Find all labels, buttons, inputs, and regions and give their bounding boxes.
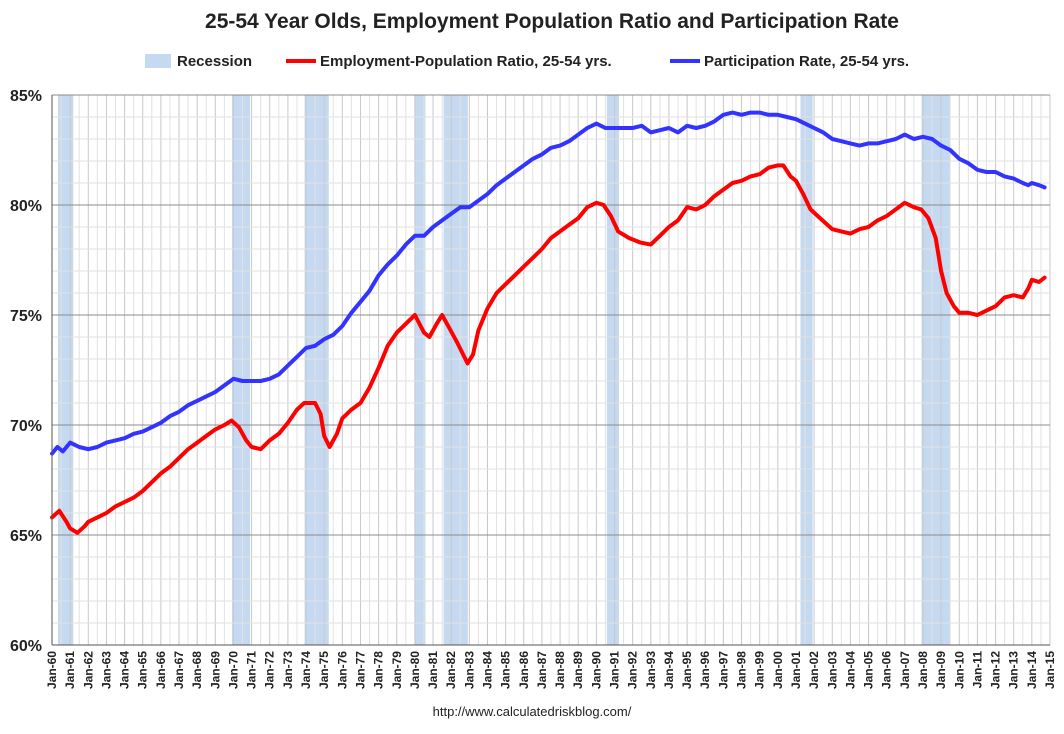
y-tick-label: 80% bbox=[10, 198, 42, 215]
x-tick-label: Jan-10 bbox=[952, 651, 966, 689]
x-tick-label: Jan-83 bbox=[462, 651, 476, 689]
series-lines bbox=[50, 110, 1047, 535]
x-tick-label: Jan-92 bbox=[626, 651, 640, 689]
recession-band bbox=[304, 95, 329, 645]
y-tick-label: 75% bbox=[10, 308, 42, 325]
x-tick-label: Jan-03 bbox=[825, 651, 839, 689]
x-tick-label: Jan-00 bbox=[771, 651, 785, 689]
y-tick-label: 70% bbox=[10, 418, 42, 435]
chart-legend: Recession Employment-Population Ratio, 2… bbox=[0, 50, 1064, 72]
x-tick-label: Jan-63 bbox=[99, 651, 113, 689]
x-tick-label: Jan-95 bbox=[680, 651, 694, 689]
x-tick-label: Jan-75 bbox=[317, 651, 331, 689]
y-tick-label: 85% bbox=[10, 88, 42, 105]
x-tick-label: Jan-80 bbox=[408, 651, 422, 689]
x-tick-label: Jan-96 bbox=[698, 651, 712, 689]
legend-label-recession: Recession bbox=[177, 52, 253, 70]
x-tick-label: Jan-77 bbox=[353, 651, 367, 689]
x-tick-label: Jan-05 bbox=[862, 651, 876, 689]
chart-title: 25-54 Year Olds, Employment Population R… bbox=[205, 10, 899, 33]
x-tick-label: Jan-81 bbox=[426, 651, 440, 689]
x-tick-label: Jan-12 bbox=[989, 651, 1003, 689]
x-tick-label: Jan-79 bbox=[390, 651, 404, 689]
recession-band bbox=[414, 95, 426, 645]
recession-band bbox=[232, 95, 251, 645]
legend-swatch-participation-rate bbox=[670, 59, 700, 63]
x-tick-label: Jan-82 bbox=[444, 651, 458, 689]
series-line-employment-ratio bbox=[50, 163, 1047, 535]
x-tick-label: Jan-90 bbox=[589, 651, 603, 689]
x-tick-label: Jan-11 bbox=[970, 651, 984, 689]
x-tick-label: Jan-88 bbox=[553, 651, 567, 689]
legend-label-employment-ratio: Employment-Population Ratio, 25-54 yrs. bbox=[320, 52, 612, 70]
recession-band bbox=[800, 95, 813, 645]
legend-item-employment-ratio: Employment-Population Ratio, 25-54 yrs. bbox=[286, 50, 612, 72]
x-tick-label: Jan-70 bbox=[226, 651, 240, 689]
legend-item-recession: Recession bbox=[145, 50, 252, 72]
x-tick-label: Jan-99 bbox=[753, 651, 767, 689]
x-tick-label: Jan-69 bbox=[208, 651, 222, 689]
y-tick-labels: 60% 65% 70% 75% 80% 85% bbox=[10, 88, 42, 655]
x-tick-label: Jan-64 bbox=[118, 651, 132, 689]
x-tick-label: Jan-65 bbox=[136, 651, 150, 689]
legend-item-participation-rate: Participation Rate, 25-54 yrs. bbox=[670, 50, 909, 72]
x-tick-label: Jan-86 bbox=[517, 651, 531, 689]
x-tick-label: Jan-02 bbox=[807, 651, 821, 689]
source-url: http://www.calculatedriskblog.com/ bbox=[432, 704, 632, 719]
recession-band bbox=[921, 95, 951, 645]
recession-band bbox=[57, 95, 74, 645]
y-tick-label: 65% bbox=[10, 528, 42, 545]
x-tick-label: Jan-61 bbox=[63, 651, 77, 689]
legend-label-participation-rate: Participation Rate, 25-54 yrs. bbox=[704, 52, 910, 70]
x-tick-label: Jan-84 bbox=[480, 651, 494, 689]
x-tick-label: Jan-89 bbox=[571, 651, 585, 689]
x-tick-label: Jan-68 bbox=[190, 651, 204, 689]
x-tick-label: Jan-97 bbox=[716, 651, 730, 689]
series-line-participation-rate bbox=[50, 110, 1047, 456]
axes bbox=[51, 95, 1050, 646]
x-tick-label: Jan-74 bbox=[299, 651, 313, 689]
x-tick-label: Jan-71 bbox=[245, 651, 259, 689]
recession-band bbox=[443, 95, 468, 645]
x-tick-label: Jan-60 bbox=[45, 651, 59, 689]
x-tick-label: Jan-09 bbox=[934, 651, 948, 689]
legend-swatch-recession bbox=[145, 54, 171, 68]
x-tick-label: Jan-73 bbox=[281, 651, 295, 689]
x-tick-label: Jan-67 bbox=[172, 651, 186, 689]
x-tick-label: Jan-85 bbox=[499, 651, 513, 689]
legend-swatch-employment-ratio bbox=[286, 59, 316, 63]
x-tick-label: Jan-14 bbox=[1025, 651, 1039, 689]
x-tick-label: Jan-06 bbox=[880, 651, 894, 689]
x-tick-label: Jan-04 bbox=[843, 651, 857, 689]
x-tick-label: Jan-72 bbox=[263, 651, 277, 689]
x-tick-label: Jan-76 bbox=[335, 651, 349, 689]
x-tick-label: Jan-93 bbox=[644, 651, 658, 689]
x-tick-label: Jan-08 bbox=[916, 651, 930, 689]
x-tick-label: Jan-07 bbox=[898, 651, 912, 689]
x-tick-label: Jan-13 bbox=[1007, 651, 1021, 689]
recession-band bbox=[606, 95, 620, 645]
recession-bands bbox=[57, 95, 951, 645]
x-tick-label: Jan-66 bbox=[154, 651, 168, 689]
y-tick-label: 60% bbox=[10, 638, 42, 655]
x-tick-label: Jan-62 bbox=[81, 651, 95, 689]
gridlines bbox=[51, 94, 1051, 646]
x-tick-label: Jan-87 bbox=[535, 651, 549, 689]
x-tick-label: Jan-78 bbox=[372, 651, 386, 689]
x-tick-label: Jan-98 bbox=[735, 651, 749, 689]
x-tick-label: Jan-94 bbox=[662, 651, 676, 689]
x-tick-labels: Jan-60 Jan-61 Jan-62 Jan-63 Jan-64 Jan-65 Jan-… bbox=[45, 651, 1057, 689]
x-tick-label: Jan-91 bbox=[608, 651, 622, 689]
x-tick-label: Jan-01 bbox=[789, 651, 803, 689]
x-tick-label: Jan-15 bbox=[1043, 651, 1057, 689]
